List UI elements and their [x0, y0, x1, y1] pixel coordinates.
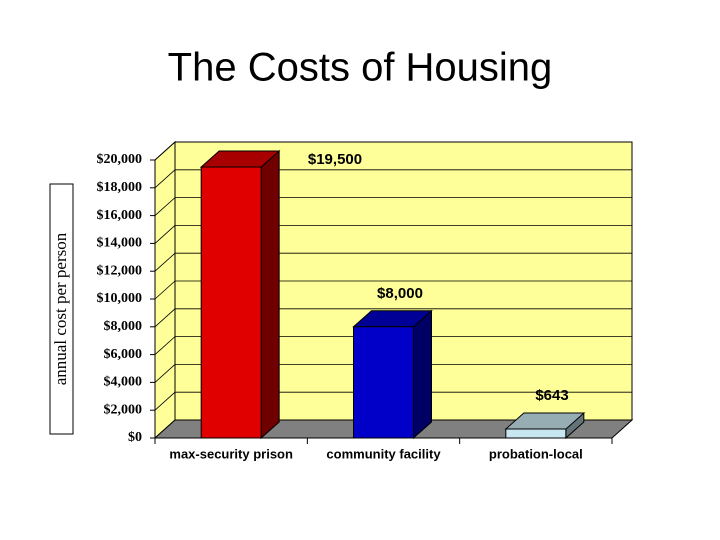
- grid-line: [154, 308, 632, 328]
- bar-side: [413, 309, 432, 440]
- grid-line: [154, 336, 632, 355]
- bar: [352, 309, 433, 440]
- bar-front: [353, 326, 414, 439]
- y-tick-label: $2,000: [104, 402, 143, 417]
- y-tick-label: $6,000: [104, 347, 143, 362]
- x-tick-label: community facility: [326, 446, 441, 461]
- chart-title: The Costs of Housing: [168, 46, 553, 90]
- y-tick-label: $4,000: [104, 375, 143, 390]
- grid-line: [154, 252, 632, 272]
- grid-line: [154, 197, 632, 216]
- x-tick-label: max-security prison: [169, 446, 293, 461]
- grid-line: [154, 169, 632, 189]
- grid-line: [154, 141, 632, 161]
- y-tick-label: $10,000: [97, 291, 143, 306]
- y-tick-label: $20,000: [97, 152, 143, 167]
- y-tick-label: $14,000: [97, 236, 143, 251]
- grid-line: [154, 363, 632, 383]
- grid-line: [154, 280, 632, 300]
- value-label: $643: [535, 387, 568, 404]
- bar: [199, 149, 281, 440]
- value-label: $8,000: [377, 285, 423, 302]
- y-tick-label: $18,000: [97, 180, 143, 195]
- bar: [504, 411, 586, 440]
- grid-line: [154, 224, 632, 244]
- y-tick-label: $12,000: [97, 263, 143, 278]
- bar-front: [200, 166, 262, 439]
- y-axis-label: annual cost per person: [51, 232, 70, 385]
- value-label: $19,500: [308, 151, 362, 168]
- y-tick-label: $0: [128, 430, 142, 445]
- y-tick-label: $8,000: [104, 319, 143, 334]
- bar-front: [505, 428, 567, 439]
- x-tick-label: probation-local: [489, 446, 583, 461]
- y-label-box: [49, 183, 74, 435]
- grid-line: [154, 391, 632, 411]
- y-tick-label: $16,000: [97, 208, 143, 223]
- bar-side: [260, 149, 280, 440]
